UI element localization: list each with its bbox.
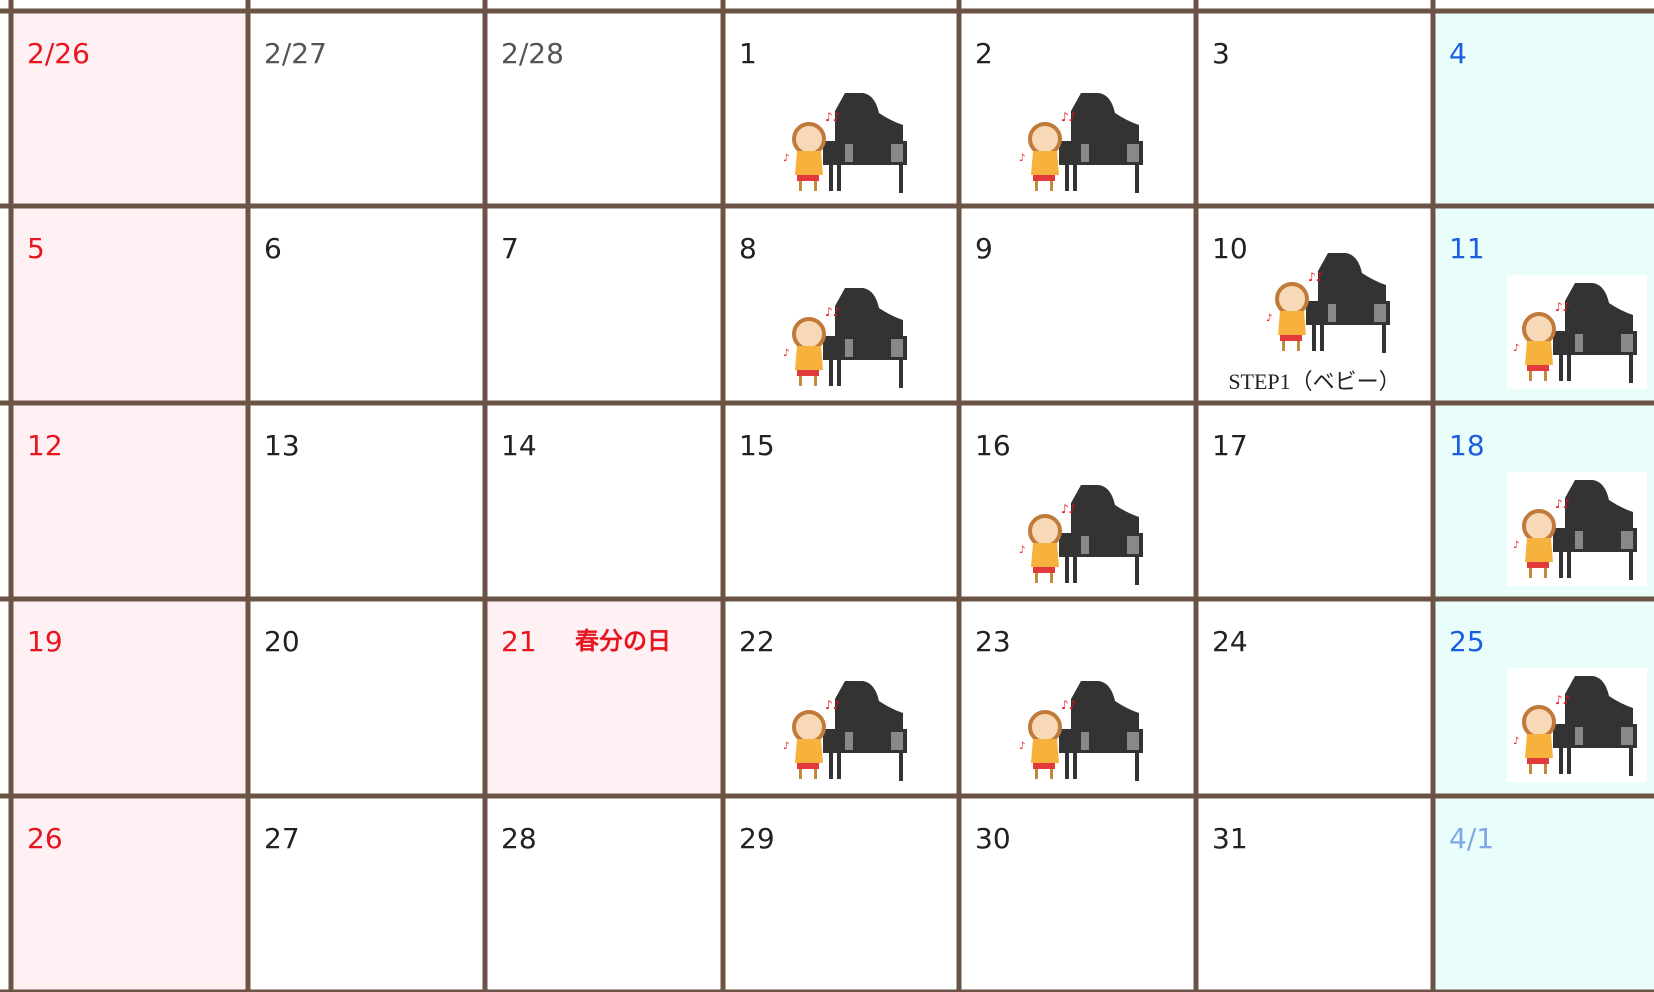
day-cell xyxy=(485,796,723,992)
day-number: 11 xyxy=(1449,232,1485,265)
day-number: 31 xyxy=(1212,822,1248,855)
day-number: 15 xyxy=(739,429,775,462)
day-cell xyxy=(723,796,959,992)
day-cell xyxy=(248,11,485,206)
day-number: 23 xyxy=(975,625,1011,658)
lesson-note: STEP1（ベビー） xyxy=(1228,369,1400,394)
day-number: 27 xyxy=(264,822,300,855)
day-number: 20 xyxy=(264,625,300,658)
day-number: 29 xyxy=(739,822,775,855)
day-cell xyxy=(723,403,959,599)
day-cell xyxy=(485,403,723,599)
day-number: 5 xyxy=(27,232,45,265)
day-number: 9 xyxy=(975,232,993,265)
day-number: 19 xyxy=(27,625,63,658)
day-cell xyxy=(248,599,485,796)
day-cell xyxy=(485,599,723,796)
day-cell xyxy=(11,403,248,599)
day-cell xyxy=(1433,796,1654,992)
day-number: 14 xyxy=(501,429,537,462)
day-cell xyxy=(1196,11,1433,206)
day-number: 13 xyxy=(264,429,300,462)
day-number: 16 xyxy=(975,429,1011,462)
day-number: 25 xyxy=(1449,625,1485,658)
day-number: 6 xyxy=(264,232,282,265)
day-number: 10 xyxy=(1212,232,1248,265)
day-cell xyxy=(1196,599,1433,796)
day-number: 17 xyxy=(1212,429,1248,462)
day-number: 2/26 xyxy=(27,37,90,70)
day-number: 2 xyxy=(975,37,993,70)
day-cell xyxy=(1196,796,1433,992)
holiday-name: 春分の日 xyxy=(575,627,671,655)
day-cell xyxy=(1433,11,1654,206)
day-number: 12 xyxy=(27,429,63,462)
day-number: 8 xyxy=(739,232,757,265)
day-cell xyxy=(11,11,248,206)
day-cell xyxy=(248,796,485,992)
day-cell xyxy=(959,206,1196,403)
day-number: 4 xyxy=(1449,37,1467,70)
day-cell xyxy=(959,796,1196,992)
day-cell xyxy=(11,796,248,992)
day-number: 3 xyxy=(1212,37,1230,70)
day-cell xyxy=(11,599,248,796)
day-cell xyxy=(248,206,485,403)
day-cell xyxy=(485,206,723,403)
day-cell xyxy=(485,11,723,206)
day-number: 28 xyxy=(501,822,537,855)
day-number: 7 xyxy=(501,232,519,265)
day-number: 26 xyxy=(27,822,63,855)
day-number: 22 xyxy=(739,625,775,658)
day-cell xyxy=(248,403,485,599)
day-number: 2/27 xyxy=(264,37,327,70)
day-number: 30 xyxy=(975,822,1011,855)
day-number: 21 xyxy=(501,625,537,658)
day-number: 1 xyxy=(739,37,757,70)
day-number: 2/28 xyxy=(501,37,564,70)
day-cell xyxy=(1196,403,1433,599)
day-number: 18 xyxy=(1449,429,1485,462)
day-number: 4/1 xyxy=(1449,822,1494,855)
day-number: 24 xyxy=(1212,625,1248,658)
day-cell xyxy=(11,206,248,403)
